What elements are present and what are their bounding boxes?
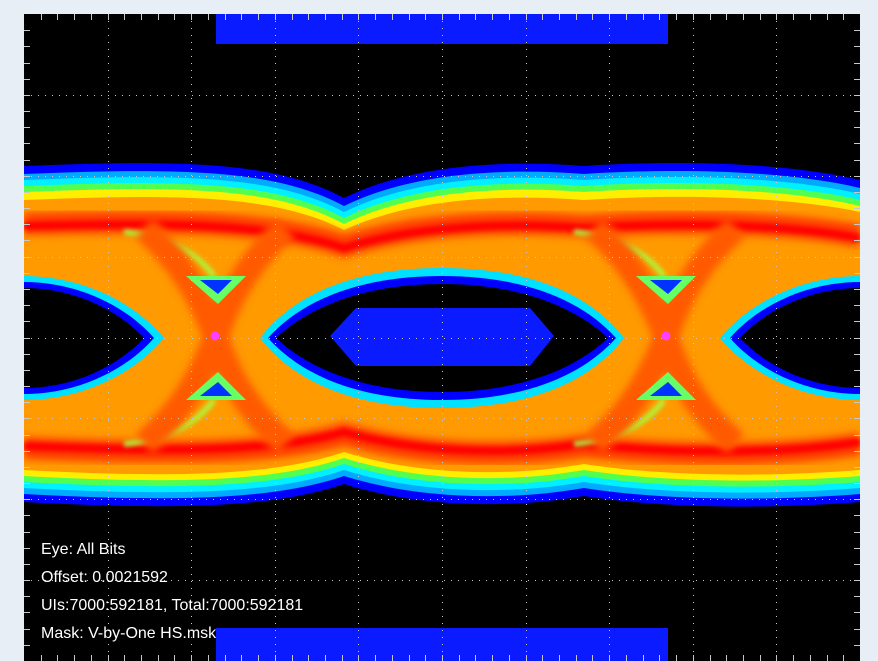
eye-diagram-display: Eye: All Bits Offset: 0.0021592 UIs:7000… [24, 14, 860, 661]
crossing-marker-right [662, 332, 671, 341]
eye-diagram-plot [24, 14, 860, 661]
crossing-marker-left [211, 332, 220, 341]
offset-readout: Offset: 0.0021592 [41, 570, 168, 586]
eye-label-readout: Eye: All Bits [41, 542, 125, 558]
ui-count-readout: UIs:7000:592181, Total:7000:592181 [41, 598, 303, 614]
mask-file-readout: Mask: V-by-One HS.msk [41, 626, 216, 642]
